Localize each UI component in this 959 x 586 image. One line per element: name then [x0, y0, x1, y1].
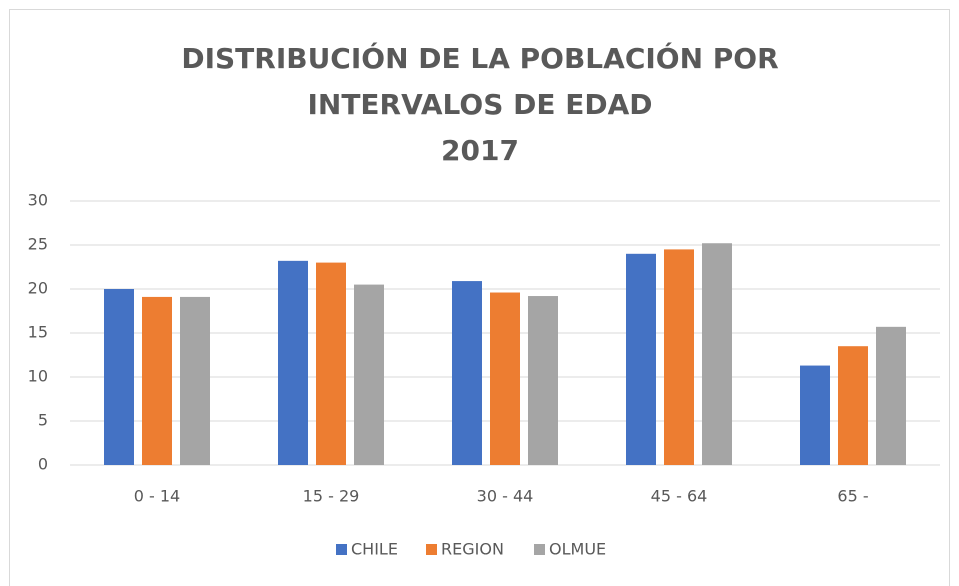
legend-label: REGION [441, 540, 504, 559]
bar [876, 326, 906, 465]
y-tick-label: 10 [28, 367, 48, 386]
x-tick-label: 65 - [837, 487, 868, 506]
y-tick-label: 15 [28, 323, 48, 342]
bar [180, 296, 210, 465]
y-tick-label: 0 [38, 455, 48, 474]
bar [142, 296, 172, 465]
y-tick-label: 20 [28, 279, 48, 298]
bar [278, 260, 308, 465]
bar [838, 346, 868, 465]
bar [316, 262, 346, 465]
bar [104, 289, 134, 465]
chart-title: INTERVALOS DE EDAD [307, 88, 652, 121]
y-tick-label: 25 [28, 235, 48, 254]
legend-swatch [534, 544, 545, 555]
y-tick-label: 30 [28, 191, 48, 210]
bar [354, 284, 384, 465]
x-tick-label: 45 - 64 [651, 487, 708, 506]
x-tick-label: 30 - 44 [477, 487, 534, 506]
bar [664, 249, 694, 465]
legend-swatch [426, 544, 437, 555]
bar [490, 292, 520, 465]
legend-label: CHILE [351, 540, 398, 559]
bar [528, 296, 558, 465]
chart-title: DISTRIBUCIÓN DE LA POBLACIÓN POR [181, 41, 778, 75]
x-tick-label: 0 - 14 [134, 487, 180, 506]
y-tick-label: 5 [38, 411, 48, 430]
bar [452, 281, 482, 465]
bar [626, 253, 656, 465]
x-tick-label: 15 - 29 [303, 487, 360, 506]
chart-title: 2017 [441, 134, 519, 167]
bar [702, 243, 732, 465]
legend-label: OLMUE [549, 540, 606, 559]
legend-swatch [336, 544, 347, 555]
bar [800, 365, 830, 465]
